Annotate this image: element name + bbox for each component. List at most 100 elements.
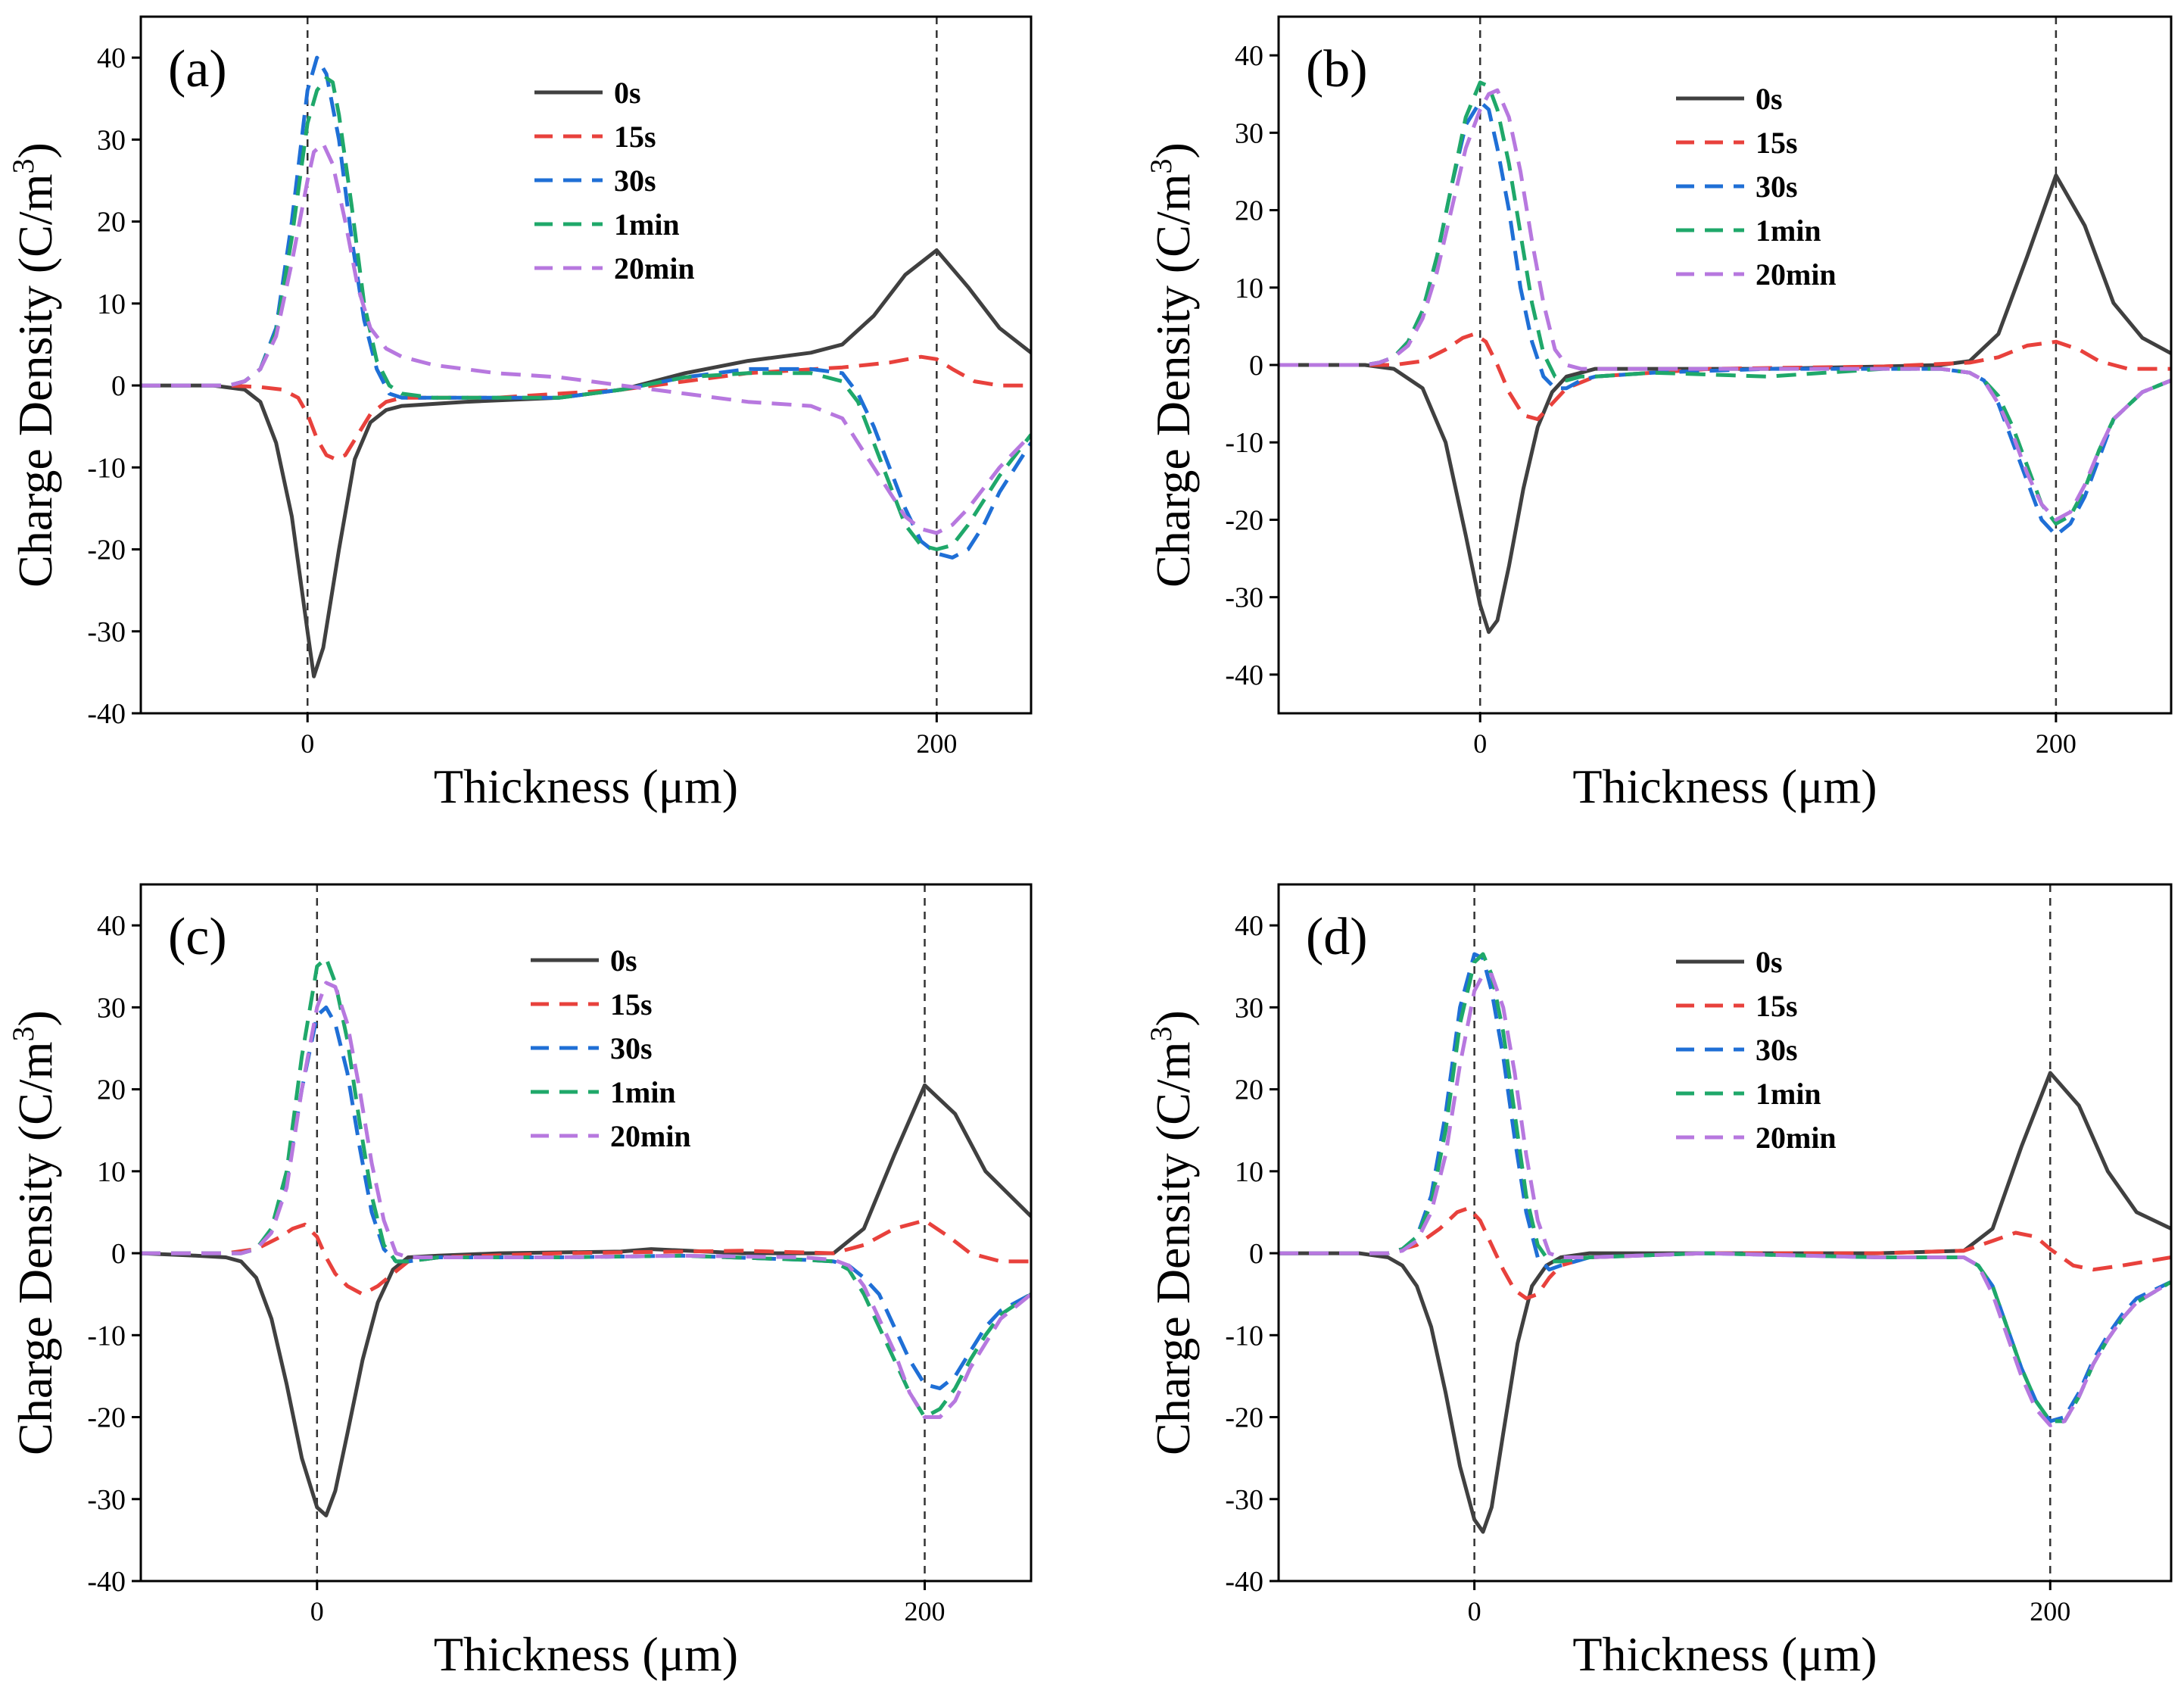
y-tick-label: -20 [1225,504,1263,536]
x-tick-label: 0 [1473,728,1487,759]
y-tick-label: -30 [1225,582,1263,614]
y-axis-label: Charge Density (C/m3) [1144,142,1200,588]
y-tick-label: -20 [87,535,126,566]
y-tick-label: -20 [1225,1402,1263,1434]
legend-label-1min: 1min [1756,1077,1821,1111]
legend-label-15s: 15s [610,987,653,1021]
y-tick-label: -20 [87,1402,126,1434]
y-tick-label: 0 [111,1238,126,1270]
x-tick-label: 200 [916,728,957,759]
y-tick-label: 10 [97,1156,126,1188]
legend-label-1min: 1min [614,207,680,242]
legend-label-0s: 0s [614,76,641,110]
legend-label-20min: 20min [1756,257,1837,292]
y-tick-label: 0 [1249,350,1263,382]
series-line-30s [1279,952,2171,1424]
legend: 0s 15s 30s 1min 20min [531,943,691,1153]
y-tick-label: 30 [1235,117,1263,149]
legend-label-0s: 0s [1756,82,1783,116]
plot-frame [139,15,1033,715]
y-tick-label: 20 [97,1074,126,1106]
series-line-1min [141,76,1031,551]
y-axis-label: Charge Density (C/m3) [6,1010,62,1455]
series-line-15s [141,354,1031,461]
x-tick-label: 0 [1468,1596,1481,1626]
y-tick-label: 40 [97,910,126,942]
legend: 0s 15s 30s 1min 20min [534,76,695,285]
x-axis-label: Thickness (μm) [434,759,738,813]
legend-label-1min: 1min [610,1075,676,1109]
y-tick-label: 20 [1235,195,1263,227]
series-line-1min [141,956,1031,1419]
x-tick-label: 200 [905,1596,946,1626]
y-tick-label: -30 [87,1484,126,1516]
legend-label-0s: 0s [1756,945,1783,979]
x-tick-label: 0 [310,1596,324,1626]
series-line-15s [1279,1206,2171,1301]
series-line-0s [1279,1071,2171,1534]
y-tick-label: 0 [1249,1238,1263,1270]
legend: 0s 15s 30s 1min 20min [1676,945,1837,1155]
panel-label: (d) [1306,908,1368,966]
y-tick-label: 10 [97,288,126,320]
y-tick-label: 30 [1235,992,1263,1024]
y-tick-label: -10 [87,452,126,484]
y-tick-label: -10 [87,1320,126,1352]
series-line-20min [141,142,1031,535]
y-tick-label: 30 [97,124,126,156]
y-tick-label: -30 [87,616,126,648]
panel-label: (c) [168,908,227,966]
legend-label-30s: 30s [1756,170,1798,204]
series-line-20min [1279,972,2171,1427]
chart-panel-1: -40 -30 -20 -10 0 10 20 30 40 0 200 Thickness (μm) C… [6,15,1033,813]
y-tick-label: -10 [1225,427,1263,459]
y-axis-label: Charge Density (C/m3) [6,142,62,588]
y-tick-label: 10 [1235,1156,1263,1188]
legend-label-1min: 1min [1756,214,1821,248]
chart-panel-2: -40 -30 -20 -10 0 10 20 30 40 0 200 Thickness (μm) C… [1144,15,2173,813]
legend-label-15s: 15s [614,120,656,154]
plot-frame [1277,15,2173,715]
plot-frame [139,883,1033,1583]
legend: 0s 15s 30s 1min 20min [1676,82,1837,292]
y-tick-label: 0 [111,370,126,402]
y-tick-label: 40 [97,42,126,74]
legend-label-15s: 15s [1756,989,1798,1023]
legend-label-30s: 30s [610,1031,653,1065]
x-tick-label: 200 [2030,1596,2070,1626]
legend-label-20min: 20min [610,1119,691,1153]
legend-label-20min: 20min [1756,1121,1837,1155]
y-tick-label: 30 [97,992,126,1024]
y-axis-label: Charge Density (C/m3) [1144,1010,1200,1455]
x-axis-label: Thickness (μm) [434,1627,738,1681]
y-tick-label: -30 [1225,1484,1263,1516]
y-tick-label: -40 [87,1566,126,1598]
series-line-1min [1279,952,2171,1424]
x-tick-label: 0 [301,728,314,759]
legend-label-15s: 15s [1756,126,1798,160]
legend-label-0s: 0s [610,943,637,978]
x-tick-label: 200 [2036,728,2077,759]
series-line-0s [1279,173,2171,635]
x-axis-label: Thickness (μm) [1572,1627,1877,1681]
series-line-30s [1279,99,2171,538]
chart-panel-3: -40 -30 -20 -10 0 10 20 30 40 0 200 Thickness (μm) C… [6,883,1033,1681]
series-line-15s [141,1218,1031,1296]
series-line-0s [141,248,1031,678]
legend-label-20min: 20min [614,251,695,285]
plot-frame [1277,883,2173,1583]
panel-label: (a) [168,40,227,98]
series-line-15s [1279,332,2171,422]
legend-label-30s: 30s [614,164,656,198]
y-tick-label: -40 [1225,1566,1263,1598]
legend-label-30s: 30s [1756,1033,1798,1067]
series-line-20min [1279,88,2171,522]
x-axis-label: Thickness (μm) [1572,759,1877,813]
y-tick-label: 40 [1235,910,1263,942]
y-tick-label: -10 [1225,1320,1263,1352]
series-line-1min [1279,80,2171,526]
series-line-30s [141,1005,1031,1391]
y-tick-label: -40 [87,698,126,730]
y-tick-label: 40 [1235,40,1263,72]
